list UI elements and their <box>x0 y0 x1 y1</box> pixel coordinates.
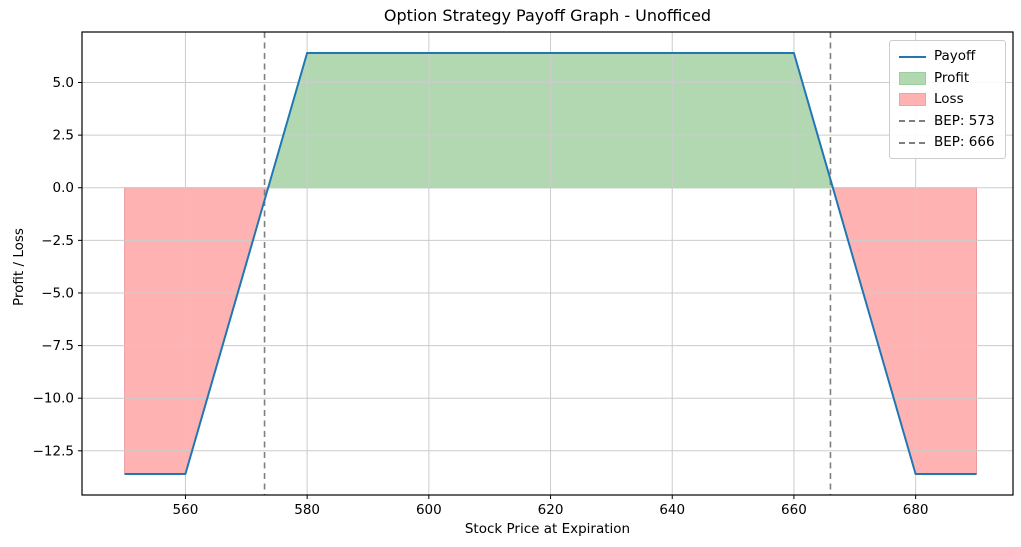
loss-left-region <box>124 187 269 475</box>
legend-item-bep-573: BEP: 573 <box>899 111 996 133</box>
x-tick-label: 620 <box>538 502 564 518</box>
x-tick-label: 560 <box>173 502 199 518</box>
x-tick-label: 580 <box>294 502 320 518</box>
legend-item-payoff: Payoff <box>899 46 996 68</box>
x-axis-label: Stock Price at Expiration <box>464 521 631 537</box>
legend-label-bep-573: BEP: 573 <box>934 112 995 129</box>
y-tick-label: −7.5 <box>41 338 74 354</box>
x-tick-label: 600 <box>416 502 442 518</box>
profit-patch-swatch <box>899 71 926 85</box>
y-tick-label: 5.0 <box>53 75 74 91</box>
legend-item-bep-666: BEP: 666 <box>899 132 996 154</box>
y-tick-label: −12.5 <box>33 443 74 459</box>
payoff-line-swatch <box>899 55 926 58</box>
bep-666-dash-swatch <box>899 141 926 144</box>
legend: Payoff Profit Loss BEP: 573 BEP: 666 <box>889 40 1006 159</box>
bep-573-dash-swatch <box>899 120 926 123</box>
loss-right-region <box>832 187 977 475</box>
legend-item-profit: Profit <box>899 68 996 90</box>
y-tick-label: −5.0 <box>41 285 74 301</box>
y-tick-label: 0.0 <box>53 180 74 196</box>
x-tick-label: 660 <box>781 502 807 518</box>
y-tick-label: −10.0 <box>33 391 74 407</box>
axes-border <box>81 31 1014 496</box>
payoff-line <box>124 52 977 475</box>
chart-title: Option Strategy Payoff Graph - Unofficed <box>383 6 712 25</box>
legend-label-profit: Profit <box>934 69 970 86</box>
legend-item-loss: Loss <box>899 89 996 111</box>
y-tick-label: −2.5 <box>41 233 74 249</box>
loss-patch-swatch <box>899 93 926 107</box>
x-tick-label: 640 <box>659 502 685 518</box>
x-tick-label: 680 <box>903 502 929 518</box>
legend-label-bep-666: BEP: 666 <box>934 134 995 150</box>
y-tick-label: 2.5 <box>53 128 74 144</box>
legend-label-payoff: Payoff <box>934 48 976 64</box>
legend-label-loss: Loss <box>934 91 964 107</box>
